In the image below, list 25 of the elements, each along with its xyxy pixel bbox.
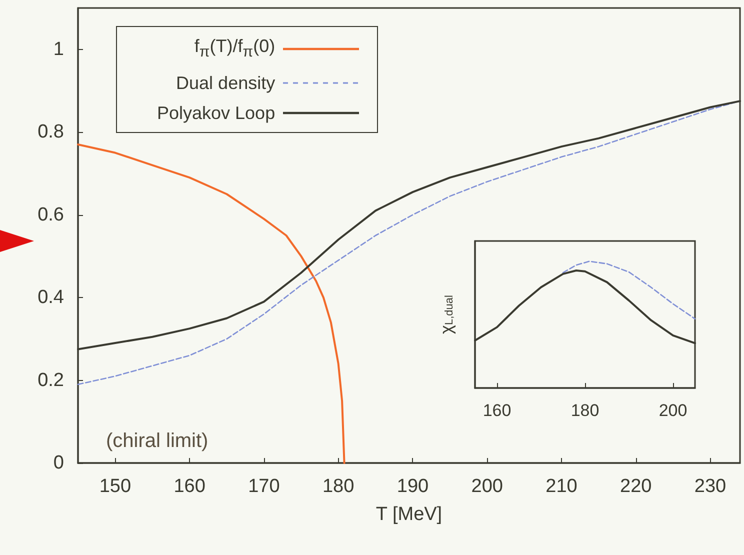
y-tick-label: 0.8 bbox=[38, 122, 64, 143]
x-tick-label: 230 bbox=[694, 476, 726, 497]
legend-label: f$_{π}$(T)/f$_{π}$(0) bbox=[194, 35, 276, 63]
legend-label: Dual density bbox=[176, 72, 276, 95]
x-tick-label: 180 bbox=[570, 401, 600, 420]
x-tick-label: 210 bbox=[546, 476, 578, 497]
y-tick-label: 0.6 bbox=[38, 204, 64, 226]
x-tick-label: 160 bbox=[482, 401, 512, 420]
y-tick-label: 1 bbox=[53, 38, 64, 60]
x-tick-label: 170 bbox=[248, 476, 280, 497]
annotation: (chiral limit) bbox=[106, 430, 208, 452]
x-tick-label: 200 bbox=[471, 476, 503, 497]
legend-label: Polyakov Loop bbox=[157, 102, 276, 125]
x-tick-label: 150 bbox=[99, 476, 132, 497]
x-tick-label: 200 bbox=[658, 401, 688, 420]
x-tick-label: 190 bbox=[396, 476, 429, 497]
x-axis-title: T [MeV] bbox=[376, 504, 442, 525]
line-series bbox=[77, 144, 346, 464]
x-tick-label: 160 bbox=[174, 476, 206, 497]
x-tick-label: 220 bbox=[620, 476, 652, 497]
y-tick-label: 0 bbox=[53, 452, 64, 474]
y-axis-title: χL,dual bbox=[437, 295, 456, 334]
x-tick-label: 180 bbox=[322, 476, 354, 497]
y-tick-label: 0.4 bbox=[38, 287, 64, 308]
y-tick-label: 0.2 bbox=[38, 370, 64, 391]
